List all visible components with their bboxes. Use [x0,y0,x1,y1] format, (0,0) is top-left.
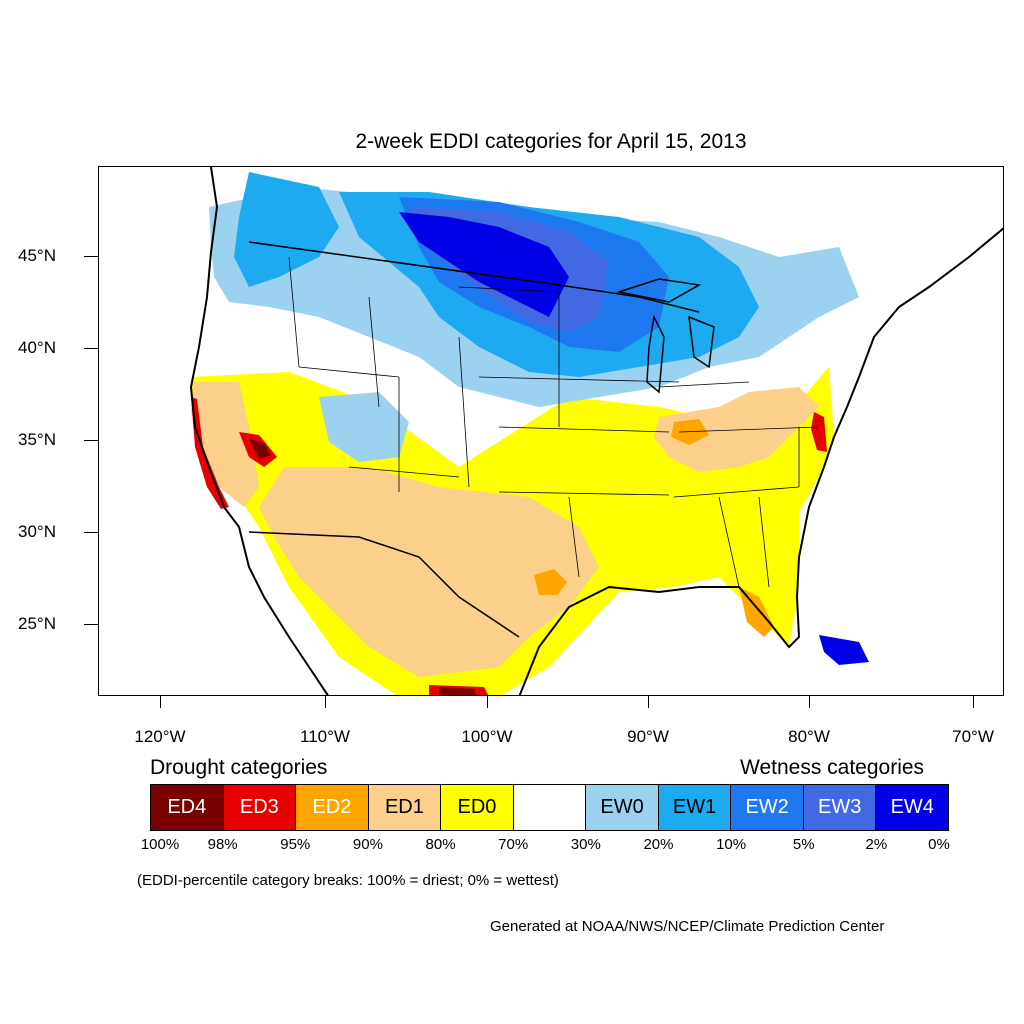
lon-label-100w: 100°W [461,727,513,746]
nevada-ed4-region [249,439,271,459]
lat-label-25: 25°N [18,614,56,633]
lon-tick [487,696,488,708]
credit-text: Generated at NOAA/NWS/NCEP/Climate Predi… [490,918,885,935]
lat-label-45: 45°N [18,246,56,265]
lon-tick [325,696,326,708]
coastline-east [798,227,1003,558]
legend-cell-neutral [513,785,587,830]
boundaries [189,167,1003,695]
legend-note: (EDDI-percentile category breaks: 100% =… [137,872,559,889]
map-canvas [189,167,1003,695]
legend-break-label: 100% [140,836,180,853]
great-lake-huron [688,315,715,369]
legend-cell-ed1: ED1 [368,785,442,830]
great-lake-superior [616,278,702,303]
coastline-gulf [518,556,801,695]
state-lines-central [458,286,680,578]
texas-ed2-region [534,569,567,595]
lon-label-90w: 90°W [627,727,669,746]
legend-break-label: 98% [207,836,238,853]
lat-tick [84,624,98,625]
california-ed1-region [191,382,259,507]
lon-tick [160,696,161,708]
lat-tick [84,440,98,441]
caribbean-ew4-region [819,635,869,665]
lat-label-40: 40°N [18,338,56,357]
mexico-border [248,531,520,638]
legend-cell-ed0: ED0 [441,785,514,830]
legend-cell-ew3: EW3 [803,785,877,830]
lat-label-30: 30°N [18,522,56,541]
wetness-regions [209,172,869,665]
mexico-ed4-region [439,687,477,695]
lon-label-70w: 70°W [952,727,994,746]
ohio-valley-ed1-region [654,387,819,472]
legend-break-label: 0% [928,836,950,853]
lon-label-80w: 80°W [788,727,830,746]
lon-tick [648,696,649,708]
lon-label-110w: 110°W [300,727,350,746]
legend-break-label: 30% [570,836,601,853]
virginia-ed3-region [811,412,827,452]
southwest-ed1-region [259,467,599,677]
legend-cell-ew2: EW2 [731,785,804,830]
legend-break-label: 10% [716,836,747,853]
lat-label-35: 35°N [18,430,56,449]
legend-cell-ew4: EW4 [876,785,949,830]
legend-break-label: 5% [792,836,815,853]
legend-cell-ew0: EW0 [586,785,659,830]
legend-cell-ed4: ED4 [151,785,224,830]
florida-ed2-region [739,587,774,637]
state-lines-east [658,381,820,588]
lon-tick [973,696,974,708]
drought-regions [191,367,834,695]
drought-heading: Drought categories [150,756,328,779]
legend-color-bar: ED4 ED3 ED2 ED1 ED0 EW0 EW1 EW2 EW3 EW4 [150,784,949,831]
map-title: 2-week EDDI categories for April 15, 201… [355,130,747,153]
wetness-heading: Wetness categories [740,756,925,779]
legend-break-label: 90% [352,836,383,853]
state-lines-west [288,256,470,492]
coastline-west [189,167,329,695]
utah-ew0-region [319,392,409,462]
legend-break-label: 20% [643,836,674,853]
legend-break-label: 95% [280,836,311,853]
legend-break-label: 70% [498,836,529,853]
lat-tick [84,348,98,349]
legend-cell-ed3: ED3 [223,785,297,830]
legend-break-label: 80% [425,836,456,853]
legend-cell-ed2: ED2 [296,785,369,830]
lat-tick [84,532,98,533]
legend-break-label: 2% [865,836,888,853]
legend-cell-ew1: EW1 [658,785,732,830]
canada-border [248,241,700,313]
northwest-ew1-region [234,172,339,287]
california-coast-ed3 [191,397,229,509]
great-lake-michigan [646,314,665,394]
lat-tick [84,256,98,257]
lon-tick [809,696,810,708]
eddi-map [98,166,1004,696]
lon-label-120w: 120°W [134,727,186,746]
